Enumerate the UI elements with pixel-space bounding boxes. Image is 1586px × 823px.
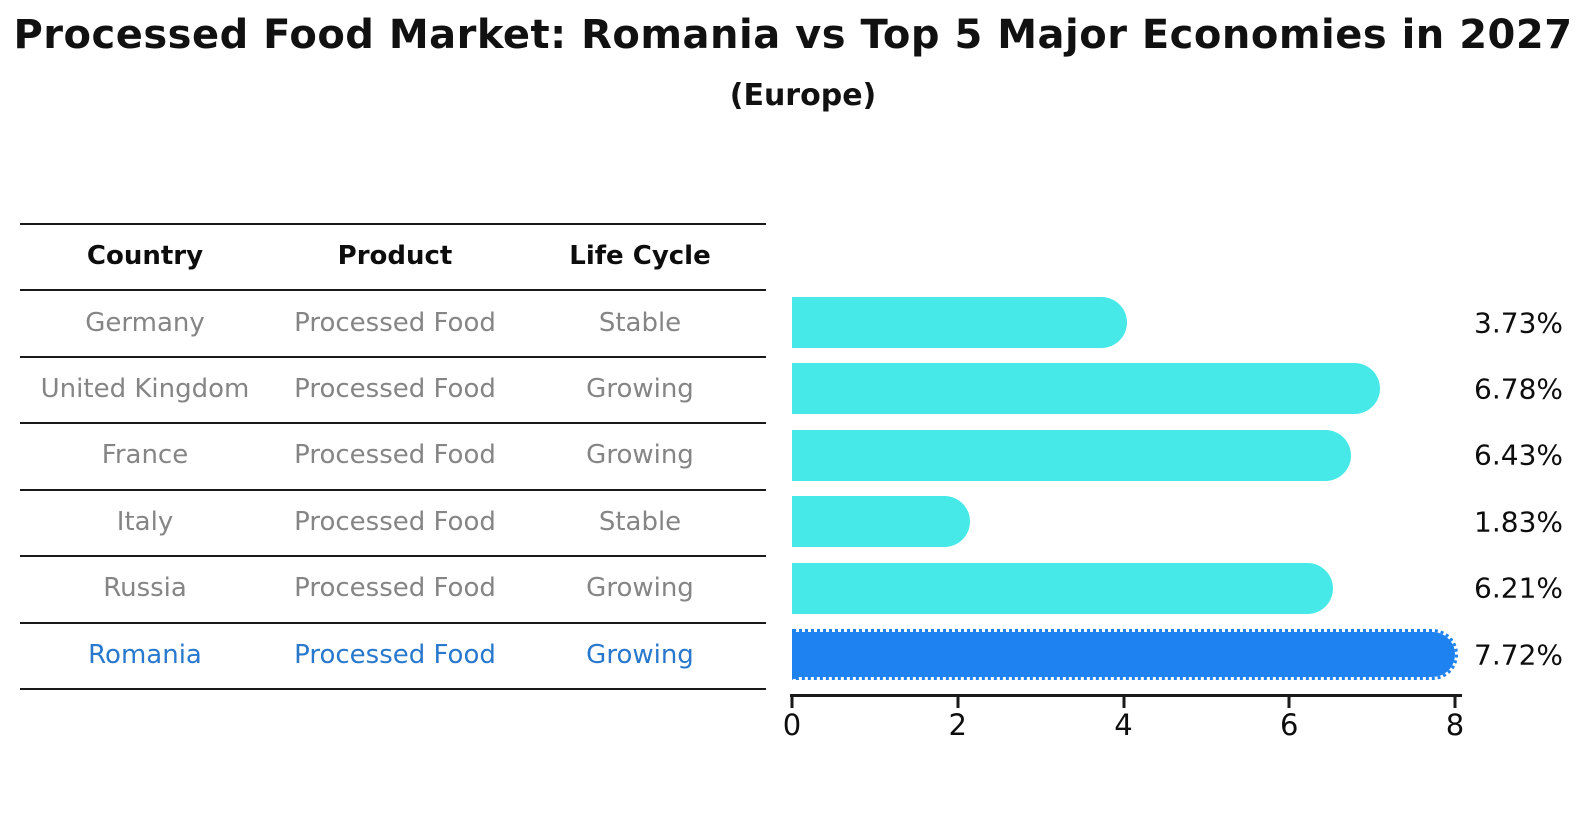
- table-cell-country: Italy: [116, 506, 174, 537]
- x-tick-mark: [956, 697, 960, 708]
- table-cell-product: Processed Food: [294, 373, 496, 404]
- table-cell-life-cycle: Stable: [598, 307, 682, 338]
- bar-value-label: 6.21%: [1474, 571, 1563, 605]
- x-tick-label: 4: [1114, 708, 1133, 742]
- bar-germany: [792, 297, 1128, 348]
- bar-romania: [792, 629, 1458, 681]
- bar-value-label: 6.78%: [1474, 372, 1563, 406]
- table-cell-product: Processed Food: [294, 307, 496, 338]
- x-tick-mark: [790, 697, 794, 708]
- table-column-header: Life Cycle: [569, 241, 711, 272]
- table-cell-country: France: [101, 440, 189, 471]
- table-cell-country: Romania: [88, 639, 202, 670]
- bar-united-kingdom: [792, 363, 1380, 415]
- table-cell-life-cycle: Growing: [586, 440, 694, 471]
- table-cell-life-cycle: Stable: [598, 506, 682, 537]
- table-row-line: [20, 621, 766, 624]
- table-cell-product: Processed Food: [294, 440, 496, 471]
- x-tick-mark: [1287, 697, 1291, 708]
- table-row-line: [20, 289, 766, 292]
- x-tick-mark: [1122, 697, 1125, 708]
- table-cell-country: Russia: [103, 573, 187, 604]
- table-cell-product: Processed Food: [294, 573, 496, 604]
- bar-value-label: 6.43%: [1474, 438, 1563, 472]
- bar-france: [792, 429, 1351, 481]
- table-row-line: [20, 422, 766, 425]
- bar-value-label: 7.72%: [1474, 638, 1563, 672]
- table-cell-life-cycle: Growing: [586, 639, 694, 670]
- table-cell-country: United Kingdom: [40, 373, 250, 404]
- x-tick-label: 2: [948, 708, 967, 742]
- x-tick-label: 8: [1445, 708, 1465, 742]
- table-row-line: [20, 355, 766, 358]
- table-row-line: [20, 223, 766, 225]
- table-row-line: [20, 488, 766, 491]
- bar-value-label: 3.73%: [1474, 306, 1563, 339]
- table-row-line: [20, 555, 766, 558]
- x-tick-label: 6: [1280, 708, 1299, 742]
- table-cell-life-cycle: Growing: [586, 373, 694, 404]
- chart-subtitle: (Europe): [729, 78, 877, 113]
- table-cell-product: Processed Food: [294, 506, 496, 537]
- table-cell-product: Processed Food: [294, 639, 496, 670]
- table-column-header: Product: [337, 241, 453, 272]
- x-tick-label: 0: [782, 708, 802, 742]
- table-row-line: [20, 688, 766, 690]
- x-axis-line: [790, 694, 1462, 697]
- table-cell-country: Germany: [85, 307, 205, 338]
- chart-title: Processed Food Market: Romania vs Top 5 …: [13, 12, 1573, 58]
- bar-value-label: 1.83%: [1474, 505, 1563, 539]
- bar-russia: [792, 562, 1333, 614]
- x-tick-mark: [1453, 697, 1457, 708]
- table-cell-life-cycle: Growing: [586, 573, 694, 604]
- table-column-header: Country: [86, 241, 204, 272]
- bar-italy: [792, 496, 970, 548]
